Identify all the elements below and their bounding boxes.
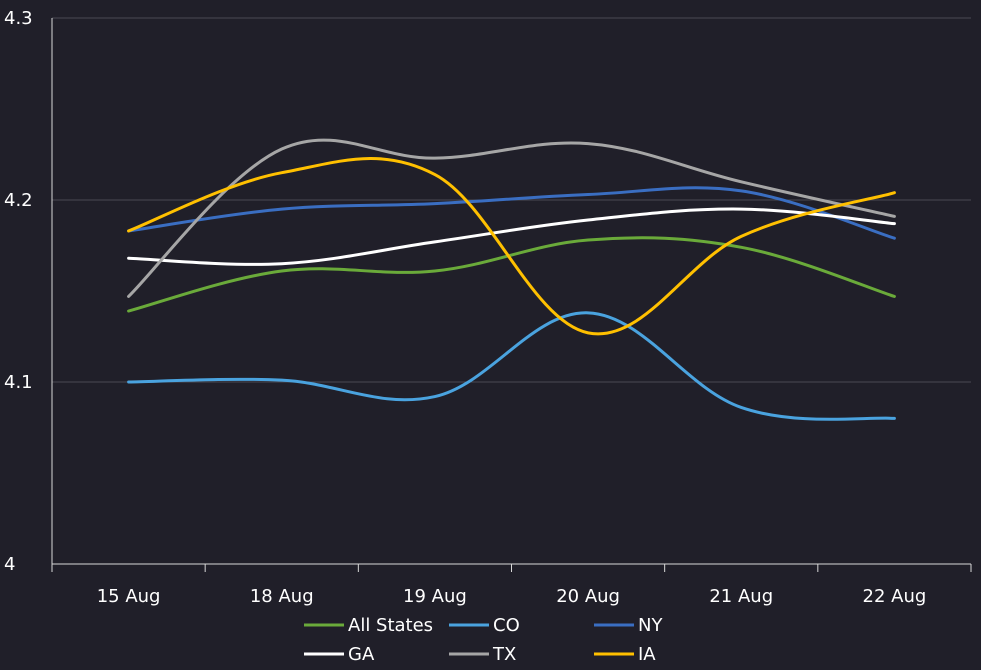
series-line-ga [127,207,896,266]
legend-item-ia: IA [594,644,656,665]
series-line-tx [127,138,896,298]
series-lines [127,138,896,421]
x-tick-label: 20 Aug [556,586,620,607]
legend-label: All States [348,615,433,636]
series-line-ia [127,157,896,336]
legend-item-tx: TX [449,644,516,665]
x-tick-label: 21 Aug [709,586,773,607]
legend-item-all-states: All States [304,615,433,636]
legend: All States CO NY GA TX IA [304,615,663,665]
legend-label: GA [348,644,375,665]
legend-item-ga: GA [304,644,375,665]
legend-item-co: CO [449,615,520,636]
x-tick-label: 18 Aug [250,586,314,607]
legend-label: NY [638,615,663,636]
series-line-co [127,311,896,421]
y-tick-label: 4 [4,554,15,575]
series-line-ny [127,186,896,240]
x-tick-label: 22 Aug [863,586,927,607]
axes: 4 4.1 4.2 4.3 15 Aug 18 Aug 19 Aug 20 Aug 21 Aug… [4,8,972,607]
legend-label: IA [638,644,656,665]
legend-item-ny: NY [594,615,663,636]
y-tick-label: 4.3 [4,8,33,29]
legend-label: CO [493,615,520,636]
y-tick-label: 4.1 [4,372,33,393]
series-line-all-states [127,236,896,313]
legend-label: TX [492,644,516,665]
x-tick-label: 19 Aug [403,586,467,607]
y-tick-label: 4.2 [4,190,33,211]
x-tick-label: 15 Aug [97,586,161,607]
